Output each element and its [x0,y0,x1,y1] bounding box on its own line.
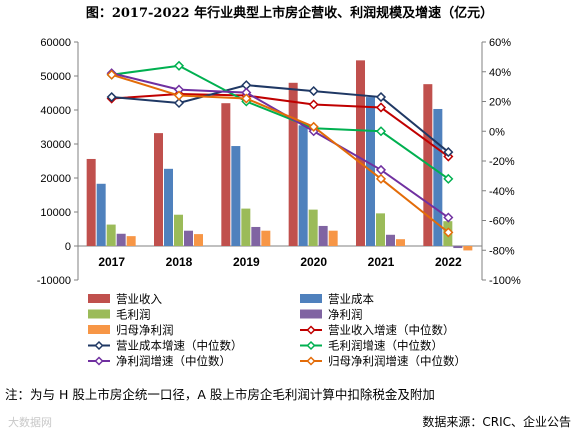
legend-label: 归母净利润 [116,323,174,337]
bar-营业收入 [288,82,298,246]
y2-tick-label: 40% [489,67,511,79]
bar-归母净利润 [261,230,271,246]
point-归母净利润增速（中位数） [173,90,185,101]
bar-毛利润 [376,213,385,246]
bar-毛利润 [106,224,116,246]
bar-营业收入 [356,60,365,246]
y2-tick-label: -60% [489,216,515,228]
point-营业成本增速（中位数） [375,91,387,103]
bar-归母净利润 [463,246,473,251]
bar-净利润 [318,225,328,246]
y-tick-label: 30000 [40,139,71,151]
bar-营业收入 [86,158,96,246]
bar-毛利润 [174,214,183,246]
bar-净利润 [251,226,261,246]
y2-tick-label: 20% [489,97,511,109]
x-tick-label: 2019 [233,255,260,269]
bar-毛利润 [308,209,318,246]
point-归母净利润增速（中位数） [241,93,252,104]
legend-marker-营业收入增速（中位数） [306,325,316,335]
y-tick-label: 0 [65,241,71,253]
x-tick-label: 2017 [98,255,125,269]
point-归母净利润增速（中位数） [443,227,454,238]
legend-label: 净利润 [328,308,363,322]
point-营业收入增速（中位数） [375,102,387,113]
bar-净利润 [453,246,463,249]
legend-marker-毛利润增速（中位数） [306,340,316,351]
bar-营业成本 [298,125,308,246]
point-营业收入增速（中位数） [308,99,319,110]
legend-label: 营业收入增速（中位数） [328,323,455,337]
legend-label: 营业收入 [116,292,162,306]
point-毛利润增速（中位数） [173,60,185,71]
line-毛利润增速（中位数） [111,64,449,180]
y2-tick-label: -80% [489,245,515,257]
x-tick-label: 2021 [368,255,395,269]
point-营业成本增速（中位数） [173,97,185,109]
point-毛利润增速（中位数） [375,126,387,137]
y2-tick-label: -20% [489,156,515,168]
line-营业收入增速（中位数） [111,93,449,158]
x-tick-label: 2020 [300,255,327,269]
chart-svg: 60000 50000 40000 30000 20000 10000 0 -10000 60%… [37,37,521,368]
watermark-logo: 大数据网 [8,416,52,429]
y2-tick-label: 0% [489,126,505,138]
legend-swatch-净利润 [300,309,322,319]
point-营业成本增速（中位数） [443,147,454,158]
x-tick-label: 2018 [166,255,193,269]
point-营业成本增速（中位数） [308,86,319,97]
legend-marker-归母净利润增速（中位数） [306,356,316,366]
bar-营业收入 [221,103,231,246]
bar-净利润 [386,234,395,246]
legend-label: 毛利润增速（中位数） [328,339,443,353]
point-归母净利润增速（中位数） [106,69,117,80]
bar-营业收入 [154,133,163,246]
point-营业成本增速（中位数） [106,91,117,103]
y-tick-label: 20000 [40,173,71,185]
bar-营业成本 [96,183,106,246]
legend-swatch-归母净利润 [88,325,110,334]
x-tick-label: 2022 [435,255,462,269]
y-tick-label: -10000 [37,275,71,287]
point-毛利润增速（中位数） [443,173,454,184]
y2-tick-label: -100% [489,275,521,287]
legend-swatch-毛利润 [88,309,110,319]
y-tick-label: 50000 [40,71,71,83]
chart-title: 图：2017-2022 年行业典型上市房企营收、利润规模及增速（亿元） [85,6,494,21]
point-净利润增速（中位数） [443,212,454,223]
data-source: 数据来源：CRIC、企业公告 [422,415,571,429]
bar-净利润 [116,233,126,246]
legend-marker-营业成本增速（中位数） [94,340,104,351]
bar-营业成本 [164,168,173,246]
point-归母净利润增速（中位数） [375,173,387,184]
legend-label: 净利润增速（中位数） [116,354,231,368]
line-归母净利润增速（中位数） [111,73,449,234]
legend-label: 归母净利润增速（中位数） [328,354,466,368]
legend-label: 毛利润 [116,308,151,322]
y-tick-label: 40000 [40,105,71,117]
bar-营业成本 [231,146,241,246]
bar-归母净利润 [126,236,136,246]
y2-tick-label: 60% [489,37,511,49]
chart-note: 注：为与 H 股上市房企统一口径，A 股上市房企毛利润计算中扣除税金及附加 [5,387,435,402]
line-营业成本增速（中位数） [111,84,449,153]
bar-净利润 [184,230,193,246]
bar-归母净利润 [328,230,338,246]
legend-label: 营业成本增速（中位数） [116,339,243,353]
y2-tick-label: -40% [489,186,515,198]
legend-swatch-营业成本 [300,294,322,303]
y-tick-label: 60000 [40,37,71,49]
bar-毛利润 [241,208,251,246]
bar-归母净利润 [396,239,405,246]
legend-label: 营业成本 [328,292,374,306]
bar-归母净利润 [194,234,203,246]
y-tick-label: 10000 [40,207,71,219]
legend-swatch-营业收入 [88,294,110,303]
legend-marker-净利润增速（中位数） [94,356,104,366]
point-归母净利润增速（中位数） [308,121,319,132]
bar-营业成本 [433,108,443,246]
